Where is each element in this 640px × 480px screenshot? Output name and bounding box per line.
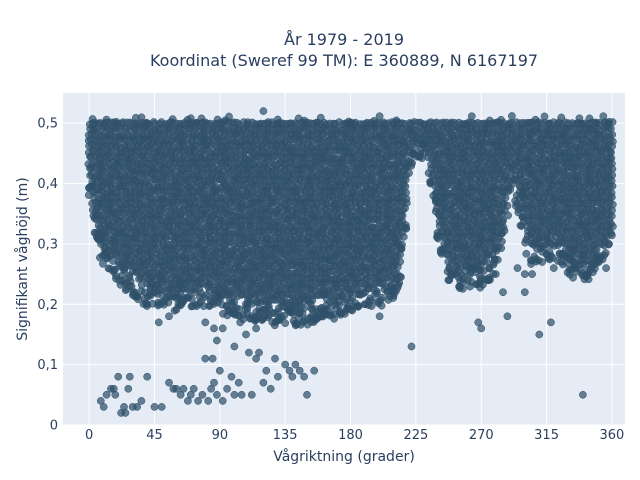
data-point <box>377 301 386 310</box>
data-point <box>522 249 531 258</box>
data-point <box>500 226 509 235</box>
data-point <box>99 259 107 268</box>
data-point <box>397 273 405 281</box>
data-point <box>133 292 142 301</box>
data-point <box>127 282 136 291</box>
data-point <box>401 175 410 184</box>
data-point <box>539 243 548 252</box>
data-point <box>401 204 409 213</box>
data-point <box>402 221 410 230</box>
data-point <box>504 211 512 220</box>
data-point <box>397 245 406 253</box>
chart-title-line2: Koordinat (Sweref 99 TM): E 360889, N 61… <box>150 51 538 70</box>
data-point <box>408 159 416 167</box>
data-point <box>493 255 502 264</box>
data-point <box>354 302 362 311</box>
data-point <box>281 319 290 328</box>
chart-title-line1: År 1979 - 2019 <box>284 30 404 49</box>
data-point <box>498 237 506 246</box>
data-point <box>497 244 506 253</box>
data-point <box>300 304 309 313</box>
data-point <box>396 257 404 266</box>
data-point <box>405 169 413 177</box>
data-point <box>110 266 118 275</box>
data-point <box>378 293 386 302</box>
data-points <box>84 107 617 417</box>
data-point <box>584 275 593 284</box>
data-point <box>125 273 134 282</box>
data-point <box>503 201 512 210</box>
data-point <box>399 233 408 241</box>
data-point <box>329 310 337 319</box>
data-point <box>482 257 491 265</box>
data-point <box>367 302 376 310</box>
